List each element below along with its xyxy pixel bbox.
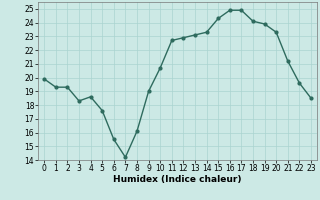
X-axis label: Humidex (Indice chaleur): Humidex (Indice chaleur) <box>113 175 242 184</box>
